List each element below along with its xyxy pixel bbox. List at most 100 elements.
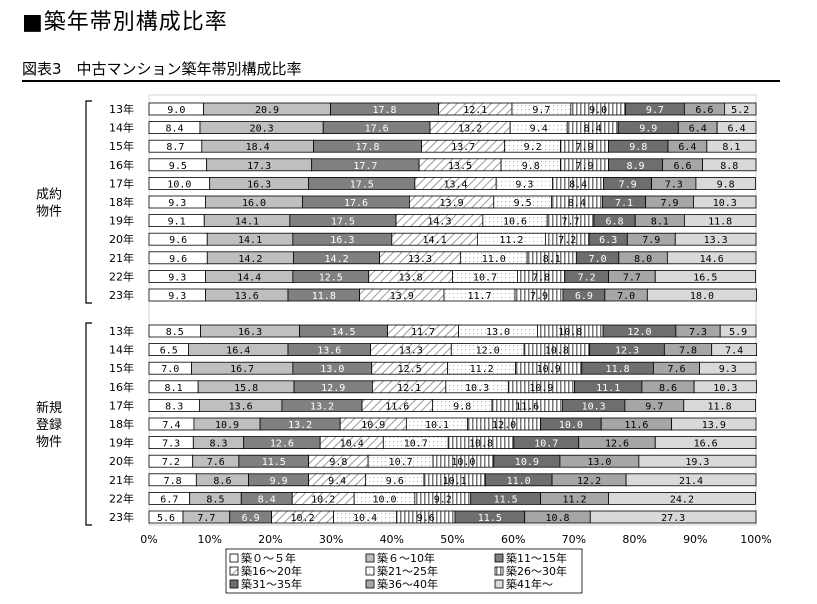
bar-value-label: 16.3 (238, 327, 262, 338)
legend-label: 築16～20年 (241, 564, 302, 578)
bar-segment (724, 102, 757, 116)
bar-value-label: 13.2 (458, 124, 482, 135)
bar-value-label: 14.2 (238, 254, 262, 265)
bar-value-label: 8.4 (165, 124, 183, 135)
bar-value-label: 11.1 (596, 383, 620, 394)
bar-value-label: 5.6 (157, 513, 175, 524)
bar-value-label: 8.8 (720, 161, 738, 172)
bar-value-label: 9.9 (639, 124, 657, 135)
bar-value-label: 7.4 (725, 346, 743, 357)
bar-value-label: 9.6 (386, 476, 404, 487)
group-label: 新規登録物件 (36, 400, 62, 450)
x-tick-label: 70% (562, 533, 586, 546)
bar-value-label: 17.8 (355, 142, 379, 153)
x-tick-label: 60% (501, 533, 525, 546)
bar-value-label: 6.4 (728, 124, 746, 135)
bar-value-label: 12.2 (577, 476, 601, 487)
figure-caption: 図表3 中古マンション築年帯別構成比率 (22, 60, 302, 78)
bar-value-label: 11.7 (467, 291, 491, 302)
bar-value-label: 14.1 (423, 235, 447, 246)
bar-value-label: 17.6 (365, 124, 389, 135)
bar-segment (589, 510, 757, 524)
row-label: 19年 (109, 436, 134, 450)
bar-value-label: 6.3 (599, 235, 617, 246)
bar-value-label: 13.0 (486, 327, 510, 338)
bar-value-label: 14.2 (325, 254, 349, 265)
bar-value-label: 7.9 (575, 161, 593, 172)
bar-value-label: 8.3 (165, 401, 183, 412)
bar-value-label: 8.1 (651, 217, 669, 228)
bar-value-label: 9.6 (417, 513, 435, 524)
bar-value-label: 10.0 (167, 179, 191, 190)
bar-value-label: 6.9 (242, 513, 260, 524)
bar-value-label: 11.0 (507, 476, 531, 487)
bar-value-label: 7.6 (667, 364, 685, 375)
bar-value-label: 7.3 (162, 439, 180, 450)
bar-value-label: 5.9 (729, 327, 747, 338)
bar-value-label: 7.9 (575, 142, 593, 153)
legend-box (225, 548, 583, 594)
bar-value-label: 7.9 (619, 179, 637, 190)
legend-swatch (494, 553, 504, 563)
bar-value-label: 9.5 (169, 161, 187, 172)
row-label: 14年 (109, 121, 134, 135)
row-label: 18年 (109, 417, 134, 431)
bar-value-label: 7.0 (161, 364, 179, 375)
bar-value-label: 7.2 (162, 457, 180, 468)
bar-value-label: 13.6 (317, 346, 341, 357)
bar-value-label: 13.6 (229, 401, 253, 412)
bar-value-label: 9.6 (169, 235, 187, 246)
bar-value-label: 7.6 (207, 457, 225, 468)
legend-label: 築０～５年 (241, 551, 296, 565)
bar-value-label: 7.8 (164, 476, 182, 487)
row-label: 22年 (109, 491, 134, 505)
bar-value-label: 6.5 (160, 346, 178, 357)
bar-value-label: 14.5 (331, 327, 355, 338)
bar-value-label: 9.1 (168, 217, 186, 228)
bar-value-label: 13.4 (443, 179, 467, 190)
bar-value-label: 15.8 (234, 383, 258, 394)
bar-value-label: 8.1 (543, 254, 561, 265)
bar-value-label: 7.3 (665, 179, 683, 190)
bar-value-label: 10.9 (529, 383, 553, 394)
x-tick-label: 100% (740, 533, 771, 546)
bar-value-label: 13.5 (448, 161, 472, 172)
bar-value-label: 17.6 (344, 198, 368, 209)
bar-value-label: 13.9 (390, 291, 414, 302)
legend-swatch (229, 566, 239, 576)
bar-value-label: 7.7 (197, 513, 215, 524)
bar-value-label: 8.9 (626, 161, 644, 172)
bar-segment (719, 324, 757, 338)
bar-value-label: 6.4 (689, 124, 707, 135)
bar-value-label: 10.8 (545, 346, 569, 357)
bar-value-label: 11.8 (708, 217, 732, 228)
bar-value-label: 10.3 (713, 383, 737, 394)
bar-value-label: 12.0 (476, 346, 500, 357)
bar-value-label: 9.7 (645, 401, 663, 412)
legend-label: 築26～30年 (506, 564, 567, 578)
bar-value-label: 16.4 (226, 346, 250, 357)
bar-value-label: 17.5 (350, 179, 374, 190)
bar-value-label: 8.6 (659, 383, 677, 394)
bar-value-label: 10.3 (713, 198, 737, 209)
row-label: 19年 (109, 214, 134, 228)
bar-value-label: 19.3 (685, 457, 709, 468)
bar-value-label: 24.2 (670, 494, 694, 505)
bar-value-label: 12.1 (463, 105, 487, 116)
bar-value-label: 6.7 (160, 494, 178, 505)
bar-segment (671, 417, 757, 431)
bar-value-label: 10.7 (473, 272, 497, 283)
bar-value-label: 9.2 (434, 494, 452, 505)
bar-value-label: 10.0 (559, 420, 583, 431)
bar-value-label: 10.7 (534, 439, 558, 450)
x-tick-label: 90% (683, 533, 707, 546)
group-label-line: 物件 (36, 205, 62, 220)
bar-value-label: 10.8 (558, 327, 582, 338)
bar-value-label: 16.6 (694, 439, 718, 450)
bar-value-label: 17.3 (247, 161, 271, 172)
bar-value-label: 7.1 (615, 198, 633, 209)
bar-value-label: 12.6 (605, 439, 629, 450)
bar-value-label: 7.9 (530, 291, 548, 302)
bar-value-label: 6.4 (678, 142, 696, 153)
